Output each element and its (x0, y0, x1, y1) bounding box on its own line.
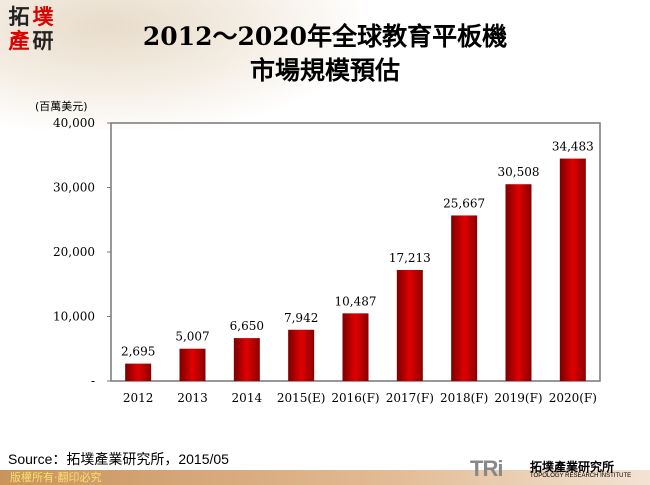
y-tick-label: 30,000 (53, 181, 95, 195)
logo-char: 研 (32, 29, 54, 53)
tri-name-en: TOPOLOGY RESEARCH INSTITUTE (530, 473, 632, 479)
x-tick-label: 2020(F) (549, 391, 597, 405)
x-tick-label: 2019(F) (494, 391, 542, 405)
logo-char: 拓 (8, 5, 30, 29)
bar (342, 313, 369, 381)
footer-bar (0, 470, 650, 485)
x-tick-label: 2018(F) (440, 391, 488, 405)
y-axis-unit: (百萬美元) (35, 100, 88, 113)
bar (396, 269, 423, 381)
tri-logo: TRi 拓墣產業研究所 TOPOLOGY RESEARCH INSTITUTE (470, 456, 631, 482)
y-tick-label: 10,000 (53, 310, 95, 324)
background-map (0, 0, 360, 130)
data-label: 7,942 (284, 311, 318, 325)
data-label: 30,508 (498, 165, 540, 179)
logo-char: 產 (8, 29, 30, 53)
bar (451, 215, 478, 381)
y-tick-label: - (91, 374, 95, 388)
chart-title-line1: 2012～2020年全球教育平板機 (142, 22, 508, 51)
data-label: 10,487 (335, 294, 377, 308)
x-tick-label: 2016(F) (331, 391, 379, 405)
data-label: 25,667 (443, 196, 485, 210)
chart-title-line2: 市場規模預估 (249, 56, 400, 85)
bar (559, 158, 586, 381)
x-tick-label: 2017(F) (386, 391, 434, 405)
source-note: Source：拓墣產業研究所，2015/05 (8, 451, 229, 467)
bar (505, 184, 532, 381)
bar (125, 363, 152, 381)
bar (288, 329, 315, 381)
x-tick-label: 2012 (123, 391, 154, 405)
data-label: 6,650 (230, 319, 264, 333)
data-label: 2,695 (121, 345, 155, 359)
data-label: 17,213 (389, 251, 431, 265)
x-tick-label: 2013 (177, 391, 208, 405)
copyright-text: 版權所有‧翻印必究 (10, 471, 102, 484)
y-tick-label: 40,000 (53, 116, 95, 130)
data-label: 5,007 (175, 330, 209, 344)
tri-logo-mark: TRi (470, 456, 503, 481)
bar (179, 348, 206, 381)
x-tick-label: 2015(E) (277, 391, 326, 405)
y-tick-label: 20,000 (53, 245, 95, 259)
x-tick-label: 2014 (232, 391, 263, 405)
data-label: 34,483 (552, 140, 594, 154)
logo: 拓 墣 產 研 (6, 5, 62, 53)
bar (233, 338, 260, 381)
logo-char: 墣 (32, 5, 54, 29)
tri-name-cn: 拓墣產業研究所 (530, 460, 615, 474)
